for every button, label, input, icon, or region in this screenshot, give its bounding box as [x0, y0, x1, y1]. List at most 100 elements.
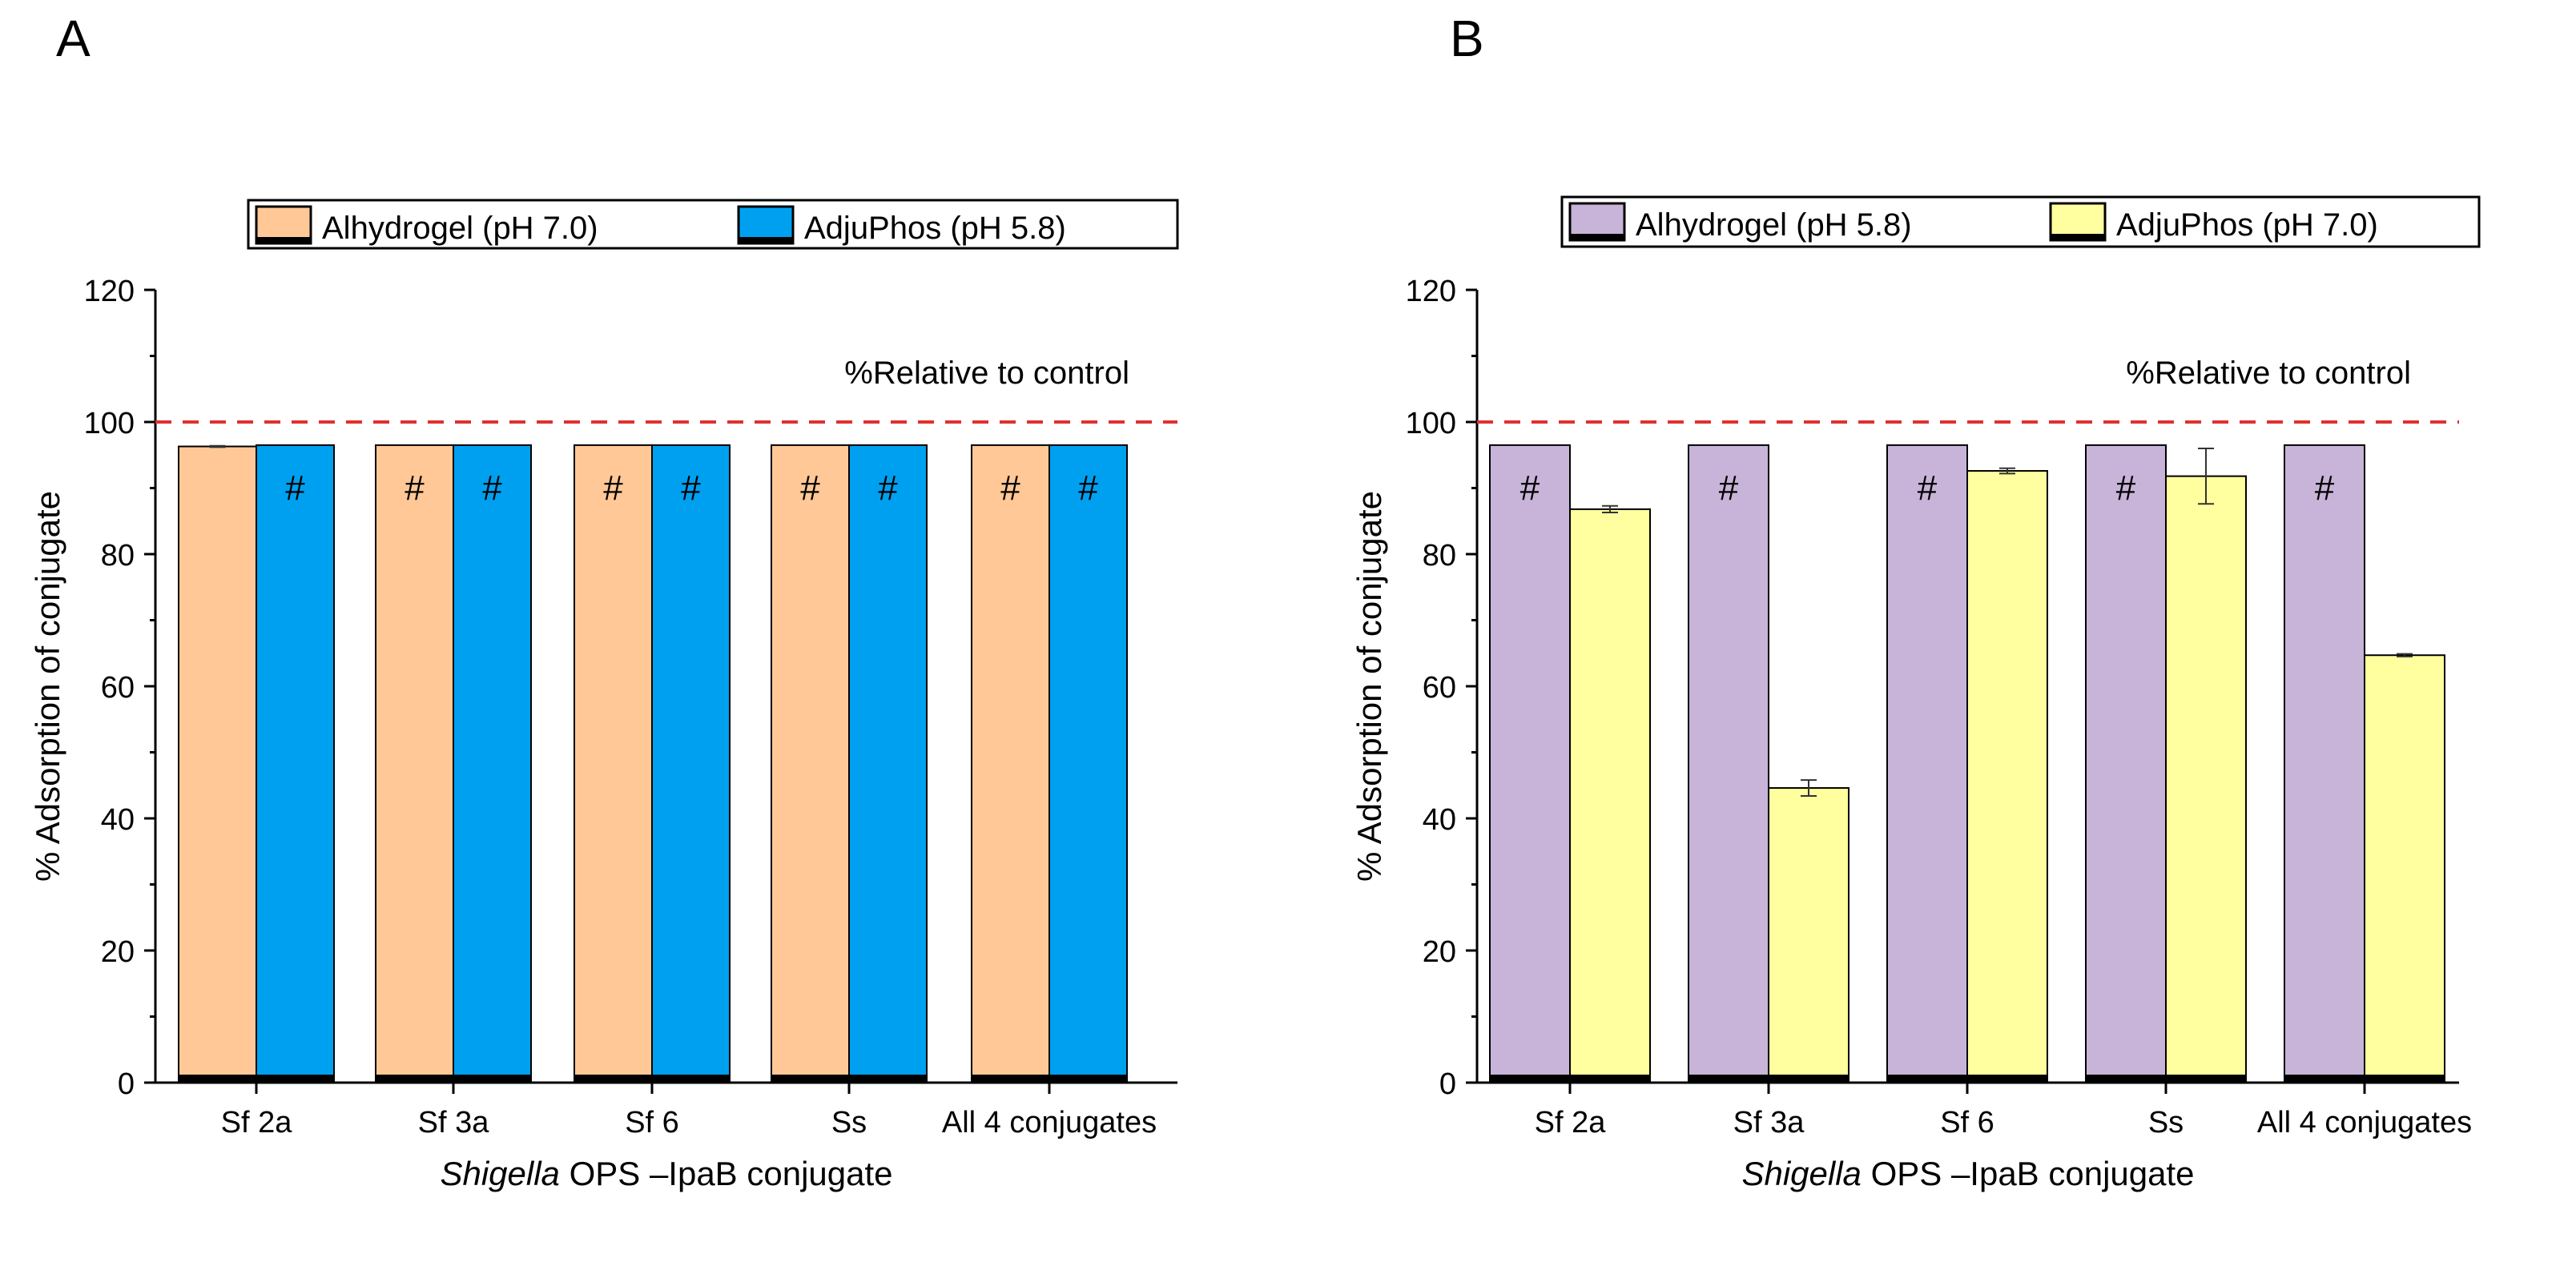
legend-label: Alhydrogel (pH 7.0) — [322, 211, 598, 246]
significance-mark: # — [603, 468, 623, 508]
legend: Alhydrogel (pH 5.8) AdjuPhos (pH 7.0) — [1560, 195, 2481, 248]
bar-base — [256, 1075, 334, 1083]
y-tick-label: 0 — [118, 1067, 135, 1101]
y-tick-label: 20 — [101, 935, 135, 969]
significance-mark: # — [285, 468, 305, 508]
bar — [771, 444, 850, 1083]
x-tick-label: Sf 6 — [625, 1106, 679, 1139]
panel-label: A — [56, 10, 91, 67]
bar — [848, 444, 928, 1083]
bar — [178, 445, 257, 1083]
bar-base — [972, 1075, 1049, 1083]
bar-base — [652, 1075, 730, 1083]
y-tick-label: 60 — [101, 671, 135, 705]
legend: Alhydrogel (pH 7.0) AdjuPhos (pH 5.8) — [247, 199, 1179, 250]
significance-mark: # — [1000, 468, 1020, 508]
significance-mark: # — [2315, 468, 2335, 508]
significance-mark: # — [1719, 468, 1739, 508]
bar — [1049, 444, 1128, 1083]
bar-base — [1887, 1075, 1967, 1083]
panel-label: B — [1450, 10, 1484, 67]
significance-mark: # — [878, 468, 898, 508]
bar — [971, 444, 1050, 1083]
y-axis-label: % Adsorption of conjugate — [29, 491, 66, 882]
bar — [1886, 444, 1968, 1083]
legend-label: Alhydrogel (pH 5.8) — [1636, 207, 1912, 243]
y-tick-label: 0 — [1439, 1067, 1456, 1101]
legend-label: AdjuPhos (pH 7.0) — [2116, 207, 2378, 243]
significance-mark: # — [405, 468, 425, 508]
bar-base — [849, 1075, 927, 1083]
y-tick-label: 20 — [1423, 935, 1456, 969]
legend-swatch-base — [739, 237, 793, 244]
bar-base — [2365, 1075, 2445, 1083]
legend-swatch-base — [1570, 234, 1624, 241]
legend-swatch-base — [2051, 234, 2105, 241]
bar — [1569, 508, 1651, 1083]
bar-base — [179, 1075, 256, 1083]
bar-base — [376, 1075, 453, 1083]
bar — [1489, 444, 1571, 1083]
legend-swatch-base — [256, 237, 311, 244]
bar — [1688, 444, 1769, 1083]
bar — [651, 444, 731, 1083]
bar-base — [1570, 1075, 1650, 1083]
y-tick-label: 80 — [101, 539, 135, 573]
x-tick-label: All 4 conjugates — [942, 1106, 1157, 1139]
x-axis-label-rest: OPS –IpaB conjugate — [560, 1155, 893, 1192]
y-tick-label: 120 — [1406, 275, 1456, 308]
y-tick-label: 40 — [1423, 803, 1456, 837]
bar-base — [2166, 1075, 2246, 1083]
legend-label: AdjuPhos (pH 5.8) — [804, 211, 1066, 246]
bar — [2085, 444, 2167, 1083]
legend-box — [247, 199, 1179, 250]
chart-panel-b: B Alhydrogel (pH 5.8) AdjuPhos (pH 7.0) 0 20… — [1350, 10, 2481, 1192]
bar-base — [1967, 1075, 2047, 1083]
x-tick-label: Ss — [831, 1106, 867, 1139]
bar-base — [2086, 1075, 2166, 1083]
x-tick-label: Sf 2a — [221, 1106, 293, 1139]
bar-base — [1490, 1075, 1570, 1083]
bar — [1966, 470, 2048, 1083]
bar — [574, 444, 653, 1083]
y-tick-label: 100 — [1406, 407, 1456, 440]
y-tick-label: 120 — [84, 275, 135, 308]
bar-base — [2284, 1075, 2365, 1083]
x-axis-label-italic: Shigella — [1741, 1155, 1861, 1192]
bar — [375, 444, 454, 1083]
x-axis-label: Shigella OPS –IpaB conjugate — [1741, 1155, 2194, 1192]
bar — [1768, 787, 1849, 1083]
y-axis-label: % Adsorption of conjugate — [1350, 491, 1388, 882]
reference-line-label: %Relative to control — [844, 356, 1129, 391]
bar-base — [1769, 1075, 1849, 1083]
significance-mark: # — [1520, 468, 1540, 508]
significance-mark: # — [482, 468, 502, 508]
x-tick-label: Sf 6 — [1940, 1106, 1994, 1139]
bar-base — [453, 1075, 531, 1083]
significance-mark: # — [681, 468, 701, 508]
bar-base — [574, 1075, 652, 1083]
y-tick-label: 80 — [1423, 539, 1456, 573]
x-axis-label-italic: Shigella — [440, 1155, 559, 1192]
bar-base — [771, 1075, 849, 1083]
x-axis-label: Shigella OPS –IpaB conjugate — [440, 1155, 892, 1192]
x-tick-label: Sf 3a — [418, 1106, 490, 1139]
bar — [2284, 444, 2365, 1083]
significance-mark: # — [1918, 468, 1938, 508]
bar — [453, 444, 532, 1083]
significance-mark: # — [1078, 468, 1098, 508]
reference-line-label: %Relative to control — [2126, 356, 2411, 391]
y-tick-label: 60 — [1423, 671, 1456, 705]
significance-mark: # — [2116, 468, 2136, 508]
x-tick-label: All 4 conjugates — [2257, 1106, 2472, 1139]
significance-mark: # — [800, 468, 820, 508]
bar-base — [1688, 1075, 1769, 1083]
y-tick-label: 100 — [84, 407, 135, 440]
x-axis-label-rest: OPS –IpaB conjugate — [1862, 1155, 2195, 1192]
x-tick-label: Sf 2a — [1535, 1106, 1607, 1139]
y-tick-label: 40 — [101, 803, 135, 837]
bar — [256, 444, 335, 1083]
legend-box — [1560, 195, 2481, 248]
chart-panel-a: A Alhydrogel (pH 7.0) AdjuPhos (pH 5.8) 0 20… — [29, 10, 1179, 1192]
